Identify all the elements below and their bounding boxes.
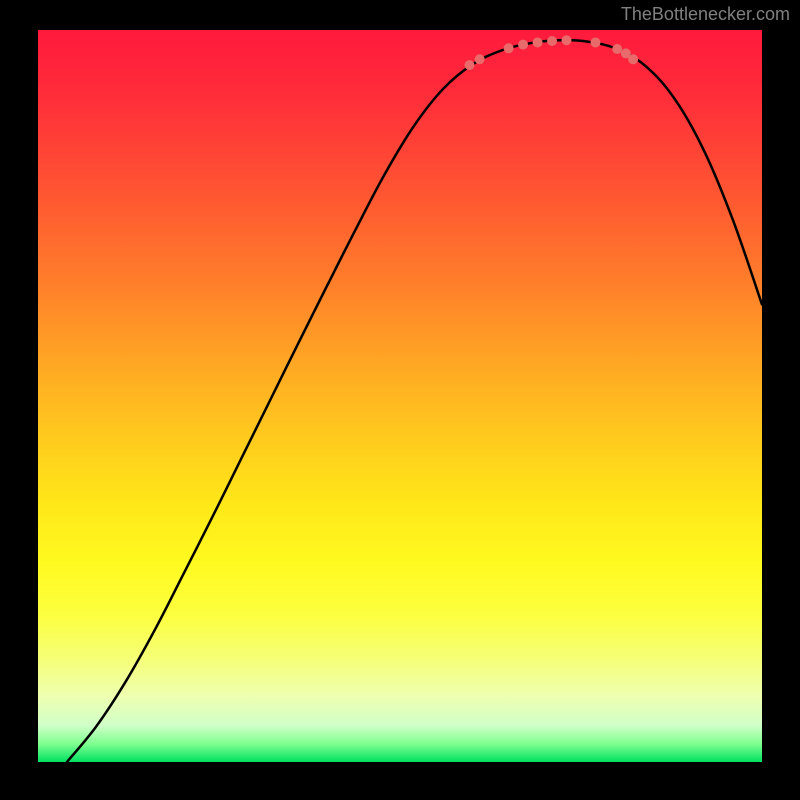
marker-point	[475, 55, 484, 64]
marker-point	[613, 45, 622, 54]
plot-area	[38, 30, 762, 762]
marker-point	[519, 40, 528, 49]
marker-point	[629, 55, 638, 64]
bottleneck-curve	[67, 40, 762, 762]
marker-point	[562, 36, 571, 45]
marker-point	[548, 36, 557, 45]
markers-group	[465, 36, 638, 70]
marker-point	[533, 38, 542, 47]
marker-point	[504, 44, 513, 53]
marker-point	[591, 38, 600, 47]
curve-layer	[38, 30, 762, 762]
marker-point	[465, 61, 474, 70]
watermark-text: TheBottlenecker.com	[621, 4, 790, 25]
